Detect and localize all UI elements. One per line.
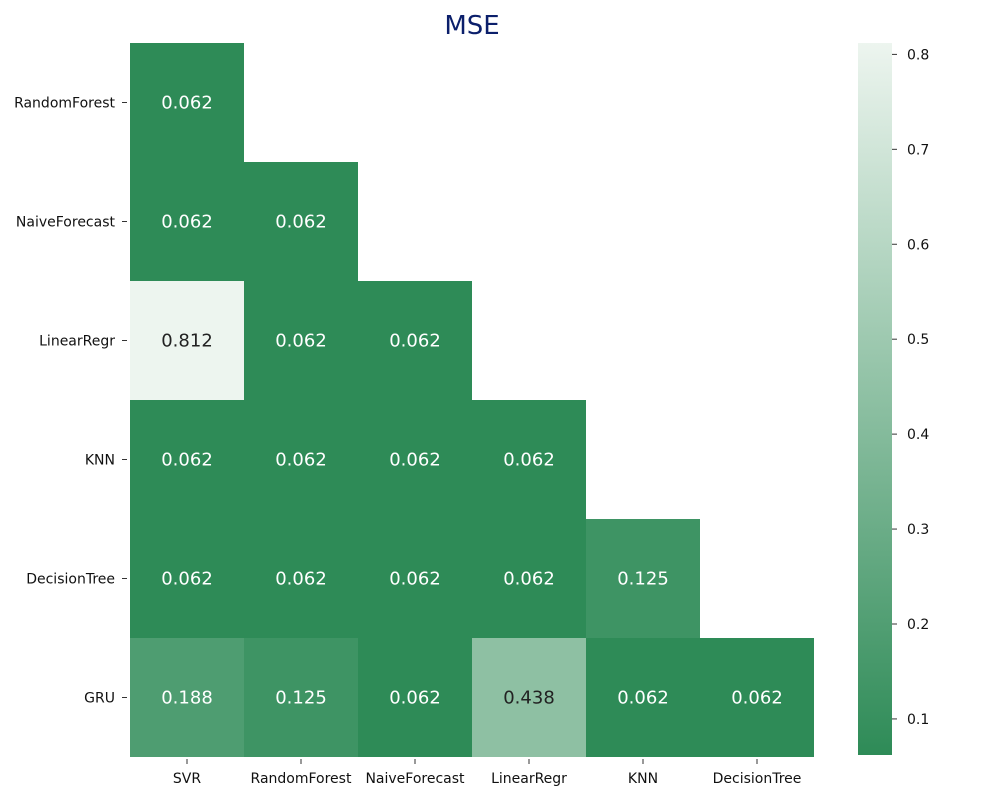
cell-r5-c0 <box>130 638 244 757</box>
value-label-r5-c2: 0.062 <box>389 688 441 709</box>
value-label-r2-c1: 0.062 <box>275 331 327 352</box>
value-label-r2-c2: 0.062 <box>389 331 441 352</box>
cell-r3-c0 <box>130 400 244 519</box>
cell-r5-c2 <box>358 638 472 757</box>
value-label-r5-c0: 0.188 <box>161 688 213 709</box>
value-label-r1-c0: 0.062 <box>161 212 213 233</box>
row-label-naiveforecast: NaiveForecast <box>16 215 116 231</box>
colorbar-label-7: 0.8 <box>907 47 929 63</box>
value-label-r3-c0: 0.062 <box>161 450 213 471</box>
row-label-knn: KNN <box>85 453 115 469</box>
cell-r4-c0 <box>130 519 244 638</box>
cell-r0-c0 <box>130 43 244 162</box>
cell-r1-c0 <box>130 162 244 281</box>
row-label-randomforest: RandomForest <box>14 96 115 112</box>
col-label-knn: KNN <box>628 771 658 787</box>
colorbar-label-4: 0.5 <box>907 332 929 348</box>
row-axis: RandomForest NaiveForecast LinearRegr KNN De… <box>14 96 127 707</box>
cell-r5-c5 <box>700 638 814 757</box>
value-label-r4-c3: 0.062 <box>503 569 555 590</box>
cell-r4-c4 <box>586 519 700 638</box>
value-label-r4-c4: 0.125 <box>617 569 669 590</box>
heatmap-value-labels: 0.062 0.062 0.062 0.812 0.062 0.062 0.062 0.062… <box>161 93 783 709</box>
colorbar-gradient <box>858 43 892 755</box>
cell-r3-c3 <box>472 400 586 519</box>
value-label-r5-c1: 0.125 <box>275 688 327 709</box>
col-label-randomforest: RandomForest <box>251 771 352 787</box>
cell-r2-c0 <box>130 281 244 400</box>
colorbar-label-6: 0.7 <box>907 142 929 158</box>
value-label-r4-c1: 0.062 <box>275 569 327 590</box>
column-axis: SVR RandomForest NaiveForecast LinearRegr KN… <box>173 759 801 787</box>
value-label-r4-c2: 0.062 <box>389 569 441 590</box>
cell-r2-c2 <box>358 281 472 400</box>
colorbar-label-5: 0.6 <box>907 237 929 253</box>
value-label-r2-c0: 0.812 <box>161 331 213 352</box>
value-label-r5-c4: 0.062 <box>617 688 669 709</box>
colorbar-label-2: 0.3 <box>907 522 929 538</box>
value-label-r1-c1: 0.062 <box>275 212 327 233</box>
cell-r5-c3 <box>472 638 586 757</box>
value-label-r3-c1: 0.062 <box>275 450 327 471</box>
cell-r4-c1 <box>244 519 358 638</box>
chart-title: MSE <box>444 11 499 41</box>
col-label-decisiontree: DecisionTree <box>713 771 802 787</box>
colorbar: 0.1 0.2 0.3 0.4 0.5 0.6 0.7 0.8 <box>858 43 929 755</box>
colorbar-label-0: 0.1 <box>907 712 929 728</box>
cell-r5-c4 <box>586 638 700 757</box>
cell-r5-c1 <box>244 638 358 757</box>
row-label-linearregr: LinearRegr <box>39 334 115 350</box>
col-label-naiveforecast: NaiveForecast <box>365 771 465 787</box>
value-label-r5-c3: 0.438 <box>503 688 555 709</box>
row-label-gru: GRU <box>84 691 115 707</box>
cell-r4-c3 <box>472 519 586 638</box>
col-label-svr: SVR <box>173 771 201 787</box>
cell-r4-c2 <box>358 519 472 638</box>
cell-r1-c1 <box>244 162 358 281</box>
value-label-r3-c2: 0.062 <box>389 450 441 471</box>
colorbar-label-3: 0.4 <box>907 427 929 443</box>
heatmap-cells <box>130 43 814 757</box>
col-label-linearregr: LinearRegr <box>491 771 567 787</box>
colorbar-label-1: 0.2 <box>907 617 929 633</box>
cell-r3-c1 <box>244 400 358 519</box>
value-label-r4-c0: 0.062 <box>161 569 213 590</box>
cell-r3-c2 <box>358 400 472 519</box>
value-label-r0-c0: 0.062 <box>161 93 213 114</box>
value-label-r5-c5: 0.062 <box>731 688 783 709</box>
value-label-r3-c3: 0.062 <box>503 450 555 471</box>
row-label-decisiontree: DecisionTree <box>26 572 115 588</box>
cell-r2-c1 <box>244 281 358 400</box>
